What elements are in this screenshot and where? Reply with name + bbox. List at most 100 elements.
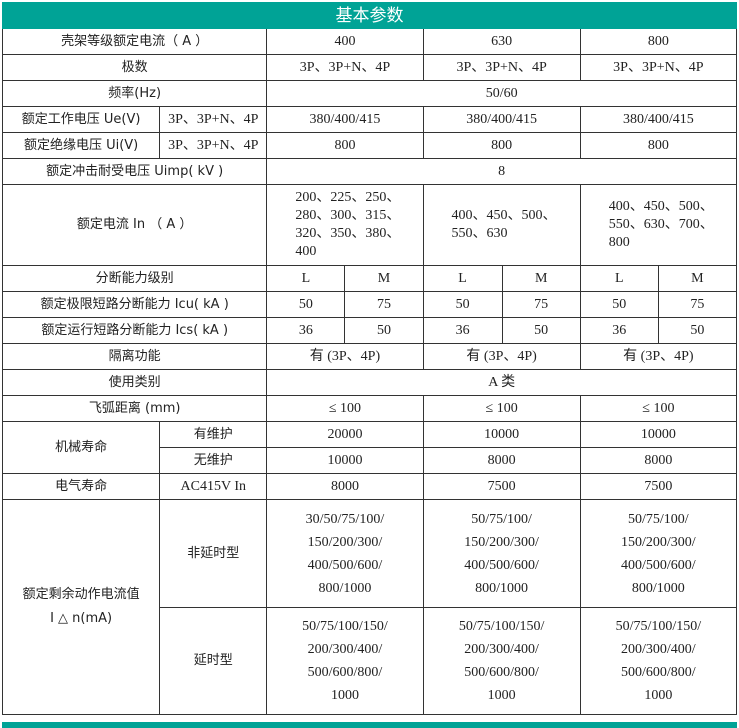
cell: 800 [266, 132, 424, 159]
cell: 36 [579, 317, 659, 344]
table-row: 额定运行短路分断能力 Ics( kA ) 36 50 36 50 36 50 [1, 317, 738, 344]
row-label: 极数 [1, 54, 268, 81]
cell-line: 1000 [330, 688, 359, 703]
cell-line: 1000 [644, 688, 673, 703]
cell: 10000 [422, 421, 581, 448]
row-label: 频率(Hz) [1, 80, 268, 107]
row-label: 机械寿命 [1, 421, 161, 474]
cell-line: 150/200/300/ [621, 534, 696, 550]
cell: 50/75/100/150/200/300/400/500/600/800/10… [422, 607, 581, 715]
cell-line: 500/600/800/ [621, 665, 696, 680]
cell: 50 [344, 317, 424, 344]
cell: 8000 [266, 473, 424, 500]
cell: 800 [579, 28, 738, 55]
cell: 36 [266, 317, 346, 344]
cell-line: 50/75/100/150/ [302, 619, 388, 634]
cell-line: 50/75/100/ [628, 511, 689, 527]
row-label: 使用类别 [1, 369, 268, 396]
row-label: 额定绝缘电压 Ui(V) [1, 132, 161, 159]
cell: M [344, 265, 424, 292]
row-label: 额定电流 In （ A ） [1, 184, 268, 266]
cell: 50/75/100/150/200/300/400/500/600/800/10… [579, 499, 738, 608]
cell-line: 150/200/300/ [307, 534, 383, 550]
cell: 有 (3P、4P) [422, 343, 581, 370]
cell: 630 [422, 28, 581, 55]
cell: 400 [266, 28, 424, 55]
row-sublabel: AC415V In [159, 473, 268, 500]
table-row: 额定剩余动作电流值 I △ n(mA) 非延时型 30/50/75/100/15… [1, 499, 738, 715]
cell: 36 [422, 317, 503, 344]
cell-line: 30/50/75/100/ [305, 511, 385, 527]
cell: 有 (3P、4P) [266, 343, 424, 370]
row-sublabel: 延时型 [159, 607, 268, 715]
residual-label-line2: I △ n(mA) [50, 611, 113, 626]
table-row: 极数 3P、3P+N、4P 3P、3P+N、4P 3P、3P+N、4P [1, 54, 738, 81]
cell-line: 400/500/600/ [307, 557, 383, 573]
cell: 75 [657, 291, 738, 318]
cell: 3P、3P+N、4P [579, 54, 738, 81]
cell: 10000 [579, 421, 738, 448]
cell: 有 (3P、4P) [579, 343, 738, 370]
cell: ≤ 100 [266, 395, 424, 422]
cell-line: 800/1000 [631, 580, 685, 596]
cell: 380/400/415 [266, 106, 424, 133]
cell: 400、450、500、550、630、700、800 [579, 184, 738, 266]
cell: 50/75/100/150/200/300/400/500/600/800/10… [579, 607, 738, 715]
table-row: 壳架等级额定电流（ A ） 400 630 800 [1, 28, 738, 55]
cell: 50 [501, 317, 581, 344]
table-row: 额定电流 In （ A ） 200、225、250、280、300、315、32… [1, 184, 738, 266]
cell-line: 50/75/100/150/ [458, 619, 545, 634]
table-row: 频率(Hz) 50/60 [1, 80, 737, 107]
table-row: 飞弧距离 (mm) ≤ 100 ≤ 100 ≤ 100 [1, 395, 738, 422]
cell: 800 [579, 132, 738, 159]
table-row: 分断能力级别 L M L M L M [1, 265, 738, 292]
table-row: 电气寿命 AC415V In 8000 7500 7500 [1, 473, 738, 500]
cell: 7500 [422, 473, 581, 500]
cell-line: 400/500/600/ [464, 557, 539, 573]
cell-line: 400/500/600/ [621, 557, 696, 573]
cell: 380/400/415 [422, 106, 581, 133]
cell: 8000 [422, 447, 581, 474]
table-row: 额定绝缘电压 Ui(V) 3P、3P+N、4P 800 800 800 [1, 132, 738, 159]
row-label: 额定工作电压 Ue(V) [1, 106, 161, 133]
cell-line: 1000 [487, 688, 516, 703]
cell: L [266, 265, 346, 292]
cell: 50/75/100/150/200/300/400/500/600/800/10… [266, 607, 424, 715]
row-label: 额定运行短路分断能力 Ics( kA ) [1, 317, 268, 344]
row-label: 飞弧距离 (mm) [1, 395, 268, 422]
row-label: 壳架等级额定电流（ A ） [1, 28, 268, 55]
row-label: 额定剩余动作电流值 I △ n(mA) [1, 499, 161, 715]
table-title: 基本参数 [2, 2, 737, 29]
cell: 8000 [579, 447, 738, 474]
cell: 3P、3P+N、4P [422, 54, 581, 81]
table-row: 额定冲击耐受电压 Uimp( kV ) 8 [1, 158, 737, 185]
row-sublabel: 3P、3P+N、4P [159, 132, 268, 159]
cell: 50 [266, 291, 346, 318]
table-row: 无维护 10000 8000 8000 [3, 447, 738, 474]
cell-line: 800/1000 [475, 580, 529, 596]
cell: 75 [501, 291, 581, 318]
cell-line: 50/75/100/150/ [615, 619, 702, 634]
cell: L [579, 265, 659, 292]
cell: 30/50/75/100/150/200/300/400/500/600/800… [266, 499, 424, 608]
row-label: 额定冲击耐受电压 Uimp( kV ) [1, 158, 268, 185]
cell-line: 500/600/800/ [307, 665, 383, 680]
cell: 380/400/415 [579, 106, 738, 133]
cell: M [657, 265, 738, 292]
cell: 75 [344, 291, 424, 318]
cell: 50/60 [266, 80, 737, 107]
cell-line: 500/600/800/ [464, 665, 539, 680]
table-row: 额定极限短路分断能力 Icu( kA ) 50 75 50 75 50 75 [1, 291, 738, 318]
cell-line: 800/1000 [318, 580, 372, 596]
cell: 50/75/100/150/200/300/400/500/600/800/10… [422, 499, 581, 608]
row-label: 隔离功能 [1, 343, 268, 370]
cell: 50 [579, 291, 659, 318]
row-label: 电气寿命 [1, 473, 161, 500]
row-sublabel: 3P、3P+N、4P [159, 106, 268, 133]
cell-line: 50/75/100/ [471, 511, 532, 527]
row-sublabel: 无维护 [159, 447, 268, 474]
cell: ≤ 100 [422, 395, 581, 422]
cell: ≤ 100 [579, 395, 738, 422]
cell-line: 200/300/400/ [464, 642, 539, 657]
cell: M [501, 265, 581, 292]
